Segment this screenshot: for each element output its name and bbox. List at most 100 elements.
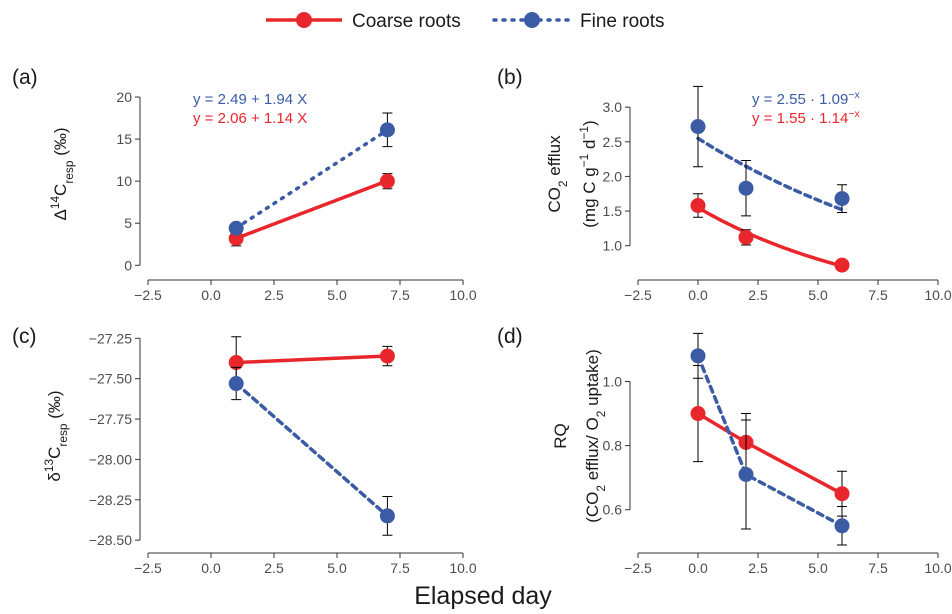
y-axis-title-part: resp bbox=[56, 423, 70, 447]
series-coarse bbox=[690, 364, 850, 517]
y-tick-label: −27.50 bbox=[89, 371, 132, 387]
panel-d: (d)−2.5 0.0 2.5 5.0 7.5 10.00.60.81.0RQ(CO2 e… bbox=[497, 325, 952, 576]
x-tick-label: 10.0 bbox=[449, 287, 476, 303]
series-line bbox=[696, 411, 844, 496]
y-axis-title: δ13Cresp (‰) bbox=[42, 390, 70, 481]
y-tick-label: −28.50 bbox=[89, 532, 132, 548]
y-tick-label: 15 bbox=[116, 131, 132, 147]
x-tick-label: −2.5 bbox=[134, 287, 162, 303]
series-coarse bbox=[228, 336, 395, 389]
series-line bbox=[696, 354, 844, 528]
fit-equation-coarse-part: −x bbox=[848, 108, 860, 120]
series-fine bbox=[690, 332, 850, 546]
y-axis-title-part: 14 bbox=[48, 196, 62, 210]
y-axis-title-line: (CO2 efflux/ O2 uptake) bbox=[583, 349, 608, 523]
y-tick-label: 1.0 bbox=[603, 374, 623, 390]
x-tick-label: 2.5 bbox=[264, 560, 284, 576]
fit-equation-coarse-part: y = 1.55 · 1.14 bbox=[752, 110, 848, 127]
y-axis-title-line-part: d bbox=[580, 140, 599, 154]
shared-x-axis-label: Elapsed day bbox=[414, 582, 552, 610]
fit-equation-fine: y = 2.55 · 1.09−x bbox=[752, 89, 860, 108]
x-tick-label: 2.5 bbox=[264, 287, 284, 303]
data-point bbox=[834, 257, 850, 273]
panel-label: (d) bbox=[497, 325, 523, 348]
fit-equation-coarse: y = 2.06 + 1.14 X bbox=[193, 110, 307, 127]
series-line bbox=[696, 136, 844, 212]
legend-marker-coarse bbox=[296, 12, 312, 28]
y-axis-title-line-part: efflux/ O bbox=[583, 417, 602, 485]
y-axis-title-line-part: uptake) bbox=[583, 349, 602, 410]
legend: Coarse roots Fine roots bbox=[266, 11, 664, 32]
x-tick-label: 5.0 bbox=[808, 560, 828, 576]
fit-equation-fine-part: y = 2.49 + 1.94 X bbox=[193, 91, 307, 108]
y-axis-title-line: CO2 efflux bbox=[545, 135, 570, 213]
series-coarse bbox=[228, 173, 395, 247]
series-line bbox=[234, 128, 390, 230]
data-point bbox=[690, 348, 706, 364]
data-point bbox=[690, 198, 706, 214]
data-point bbox=[228, 220, 244, 236]
y-tick-label: 1.5 bbox=[603, 203, 623, 219]
x-tick-label: −2.5 bbox=[624, 287, 652, 303]
x-tick-label: 10.0 bbox=[924, 287, 951, 303]
y-tick-label: 1.0 bbox=[603, 238, 623, 254]
y-axis-title-line-part: 2 bbox=[594, 485, 608, 492]
panel-label: (c) bbox=[12, 325, 37, 348]
y-axis-title-line-part: −1 bbox=[577, 153, 591, 167]
x-tick-label: 5.0 bbox=[327, 287, 347, 303]
x-tick-label: 2.5 bbox=[748, 287, 768, 303]
fit-equation-fine-part: y = 2.55 · 1.09 bbox=[752, 91, 848, 108]
data-point bbox=[690, 119, 706, 135]
x-tick-label: 7.5 bbox=[390, 560, 410, 576]
series-fine bbox=[690, 85, 850, 217]
y-axis-title-part: 13 bbox=[42, 459, 56, 473]
y-axis-title-part: C bbox=[51, 184, 70, 196]
data-point bbox=[738, 229, 754, 245]
series-coarse bbox=[690, 193, 850, 273]
panels: (a) −2.5 0.0 2.5 5.0 7.5 10.0 0 5 10 15 20 Δ14Cresp … bbox=[12, 66, 952, 576]
y-tick-label: −27.25 bbox=[89, 330, 132, 346]
data-point bbox=[379, 508, 395, 524]
y-axis-title-line-part: (CO bbox=[583, 492, 602, 523]
series-line bbox=[234, 179, 390, 241]
x-tick-label: 2.5 bbox=[748, 560, 768, 576]
y-axis-title: Δ14Cresp (‰) bbox=[48, 127, 76, 220]
fit-equation-fine-part: −x bbox=[848, 89, 860, 101]
y-tick-label: −28.25 bbox=[89, 492, 132, 508]
fit-equation-coarse: y = 1.55 · 1.14−x bbox=[752, 108, 860, 127]
y-axis-title-part: (‰) bbox=[51, 127, 70, 160]
y-axis-title-line-part: RQ bbox=[551, 423, 570, 449]
y-axis-title-part: C bbox=[45, 447, 64, 459]
series-line bbox=[696, 205, 844, 268]
y-axis-title-line-part: 2 bbox=[556, 180, 570, 187]
y-tick-label: −28.00 bbox=[89, 451, 132, 467]
data-point bbox=[738, 180, 754, 196]
data-point bbox=[834, 191, 850, 207]
legend-marker-fine bbox=[524, 12, 540, 28]
y-tick-label: 0.6 bbox=[603, 502, 623, 518]
x-tick-label: 5.0 bbox=[808, 287, 828, 303]
panel-label: (b) bbox=[497, 66, 523, 89]
legend-label-coarse: Coarse roots bbox=[352, 11, 461, 32]
x-tick-label: 7.5 bbox=[868, 560, 888, 576]
data-point bbox=[228, 355, 244, 371]
y-axis-title-line-part: −1 bbox=[577, 126, 591, 140]
data-point bbox=[379, 173, 395, 189]
data-point bbox=[379, 348, 395, 364]
panel-c: (c) −2.5 0.0 2.5 5.0 7.5 10.0 −27.25 −27.50 −27.7… bbox=[12, 325, 477, 576]
panel-label: (a) bbox=[12, 66, 38, 89]
y-tick-label: 3.0 bbox=[603, 99, 623, 115]
series-fine bbox=[228, 366, 395, 536]
data-point bbox=[379, 122, 395, 138]
y-axis-title-line-part: CO bbox=[545, 187, 564, 213]
y-tick-label: −27.75 bbox=[89, 411, 132, 427]
y-axis-title-line-part: 2 bbox=[594, 410, 608, 417]
y-axis-title-part: resp bbox=[62, 160, 76, 184]
series-line bbox=[234, 354, 390, 365]
panel-a: (a) −2.5 0.0 2.5 5.0 7.5 10.0 0 5 10 15 20 Δ14Cresp … bbox=[12, 66, 477, 303]
y-axis-title-part: Δ bbox=[51, 209, 70, 220]
series-fine bbox=[228, 112, 395, 236]
data-point bbox=[690, 406, 706, 422]
legend-label-fine: Fine roots bbox=[580, 11, 664, 32]
